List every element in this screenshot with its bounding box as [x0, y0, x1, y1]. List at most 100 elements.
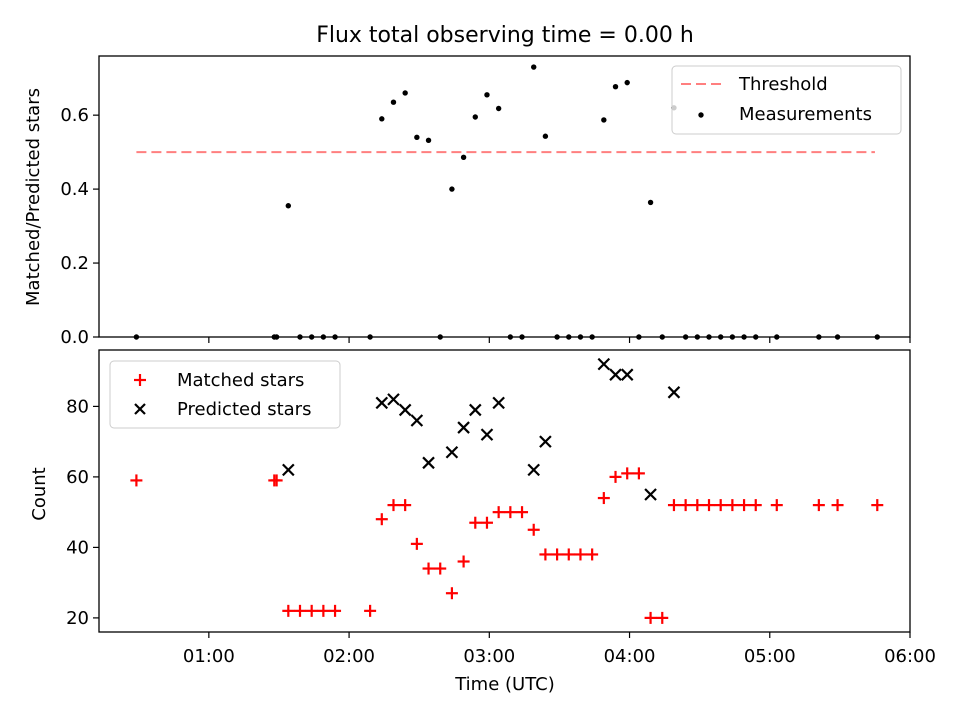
legend-predicted-label: Predicted stars [177, 399, 311, 420]
matched-star-point [551, 548, 564, 561]
matched-star-point [738, 499, 751, 512]
predicted-star-point [667, 386, 681, 399]
matched-star-point [516, 506, 529, 519]
predicted-star-point [620, 368, 634, 381]
predicted-star-point [527, 463, 540, 477]
top-ytick-label: 0.4 [60, 179, 89, 200]
matched-star-point [364, 604, 377, 617]
measurement-point [460, 154, 467, 161]
matched-star-point [667, 499, 680, 512]
bottom-ytick-label: 60 [66, 467, 89, 488]
matched-star-point [329, 604, 342, 617]
legend-matched-label: Matched stars [177, 370, 304, 391]
predicted-star-point [387, 393, 400, 406]
matched-star-point [703, 499, 716, 512]
matched-star-point [317, 604, 330, 617]
bottom-xtick-label: 02:00 [323, 646, 375, 667]
predicted-star-point [375, 396, 389, 410]
matched-star-point [504, 506, 517, 519]
matched-star-point [387, 499, 400, 512]
predicted-star-point [422, 456, 435, 470]
bottom-xtick-label: 05:00 [744, 646, 796, 667]
bottom-ticks: 20 40 60 80 01:00 02:00 03:00 04:00 05:00 06:00 [66, 396, 936, 667]
measurement-point [484, 92, 490, 98]
bottom-ylabel: Count [29, 467, 50, 520]
matched-star-point [457, 555, 470, 568]
matched-star-point [644, 611, 657, 624]
matched-star-point [586, 548, 599, 561]
measurement-point [402, 90, 408, 96]
matched-star-point [539, 548, 552, 561]
predicted-star-point [398, 403, 412, 417]
matched-star-point [130, 474, 143, 487]
predicted-star-point [469, 403, 482, 417]
matched-star-point [871, 499, 884, 512]
matched-star-point [445, 587, 458, 600]
measurement-point [425, 137, 432, 143]
measurement-point [601, 117, 607, 123]
top-axes-frame [98, 55, 911, 338]
matched-star-point [714, 499, 727, 512]
bottom-legend-box [109, 360, 341, 429]
matched-star-point [831, 499, 844, 512]
matched-star-point [469, 516, 482, 529]
bottom-ytick-label: 40 [66, 537, 89, 558]
predicted-star-point [597, 357, 611, 371]
count-points [130, 357, 884, 624]
matched-star-point [679, 499, 692, 512]
measurement-point [647, 199, 654, 206]
predicted-star-point [445, 445, 459, 459]
measurement-point [531, 64, 537, 70]
bottom-xlabel: Time (UTC) [454, 674, 555, 695]
matched-star-point [492, 506, 505, 519]
bottom-xtick-label: 06:00 [884, 646, 936, 667]
bottom-legend: Matched stars Predicted stars [109, 360, 341, 429]
predicted-star-point [492, 396, 505, 410]
predicted-star-point [282, 463, 295, 477]
measurement-point [472, 114, 478, 120]
predicted-star-point [480, 428, 494, 441]
bottom-xtick-label: 03:00 [463, 646, 515, 667]
matched-star-point [632, 467, 645, 480]
legend-measurements-swatch [698, 112, 704, 118]
matched-star-point [527, 523, 540, 536]
chart-title: Flux total observing time = 0.00 h [316, 23, 694, 48]
measurement-point [612, 83, 619, 90]
matched-star-point [270, 474, 283, 487]
matched-star-point [434, 562, 447, 575]
matched-star-point [562, 548, 575, 561]
predicted-star-point [644, 488, 657, 501]
bottom-xtick-label: 01:00 [183, 646, 235, 667]
legend-measurements-label: Measurements [739, 104, 872, 125]
bottom-panel: 20 40 60 80 01:00 02:00 03:00 04:00 05:00 06:00 C… [29, 349, 936, 695]
top-ytick-label: 0.6 [60, 105, 89, 126]
matched-star-point [399, 499, 412, 512]
measurement-points [133, 64, 880, 340]
measurement-point [414, 134, 420, 141]
matched-star-point [293, 604, 306, 617]
matched-star-point [691, 499, 704, 512]
top-legend: Threshold Measurements [671, 65, 902, 135]
top-panel: 0.0 0.2 0.4 0.6 Matched/Predicted stars Thr… [23, 55, 911, 348]
matched-star-point [410, 537, 423, 550]
matched-star-point [480, 516, 493, 529]
predicted-star-point [609, 368, 622, 381]
matched-star-point [656, 611, 669, 624]
measurement-point [495, 105, 502, 112]
legend-threshold-label: Threshold [738, 74, 828, 95]
top-legend-box [671, 65, 902, 135]
matched-star-point [770, 499, 783, 512]
matched-star-point [305, 604, 318, 617]
top-ytick-label: 0.2 [60, 253, 89, 274]
bottom-ytick-label: 20 [66, 608, 89, 629]
matched-star-point [812, 499, 825, 512]
matched-star-point [597, 492, 610, 505]
matched-star-point [609, 470, 622, 483]
bottom-axes-frame [98, 349, 911, 633]
top-ticks: 0.0 0.2 0.4 0.6 [60, 105, 911, 348]
predicted-star-point [410, 414, 424, 427]
matched-star-point [375, 513, 388, 526]
matched-star-point [574, 548, 587, 561]
matched-star-point [422, 562, 435, 575]
